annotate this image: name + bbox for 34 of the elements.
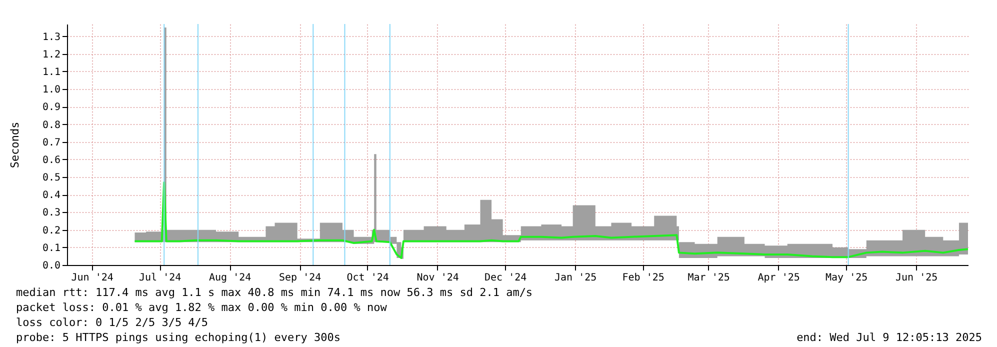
text: probe: 5 HTTPS pings using echoping(1) every 300s [16,331,341,344]
x-tick-label: Jan '25 [554,272,597,284]
text: packet loss: 0.01 % avg 1.82 % max 0.00 % min 0.00 % now [16,301,388,314]
x-tick-label: Jun '24 [71,272,114,284]
x-tick-label: May '25 [825,272,868,284]
y-tick-label: 0.5 [42,172,60,184]
x-tick-label: Sep '24 [279,272,322,284]
y-tick-label: 0.4 [42,190,60,202]
y-tick-label: 0.9 [42,102,60,114]
y-tick-label: 1.1 [42,66,60,78]
x-tick-label: Mar '25 [688,272,730,284]
x-tick-label: Dec '24 [484,272,527,284]
x-tick-label: Nov '24 [416,272,459,284]
x-tick-label: Jul '24 [139,272,182,284]
line-series [134,181,969,259]
y-tick-label: 1.2 [42,49,60,60]
y-axis-title: Seconds [8,122,22,168]
x-tick-label: Feb '25 [622,272,664,284]
y-tick-label: 0.6 [42,154,60,166]
x-tick-label: Aug '24 [209,272,252,284]
x-tick-label: Apr '25 [758,272,800,284]
y-tick-label: 1.0 [42,84,60,96]
text: loss color: 0 1/5 2/5 3/5 4/5 [16,316,208,329]
y-tick-label: 1.3 [42,32,60,43]
y-tick-label: 0.1 [42,242,60,254]
y-tick-label: 0.0 [42,260,60,272]
y-tick-label: 0.7 [42,137,60,148]
x-tick-label: Oct '24 [346,272,389,284]
y-tick-label: 0.8 [42,120,60,131]
y-tick-label: 0.3 [42,208,60,219]
y-tick-label: 0.2 [42,225,60,236]
text: median rtt: 117.4 ms avg 1.1 s max 40.8 ms min 74.1 ms now 56.3 ms sd 2.1 am/s [16,286,533,299]
x-tick-label: Jun '25 [895,272,938,284]
text: end: Wed Jul 9 12:05:13 2025 [796,331,982,344]
